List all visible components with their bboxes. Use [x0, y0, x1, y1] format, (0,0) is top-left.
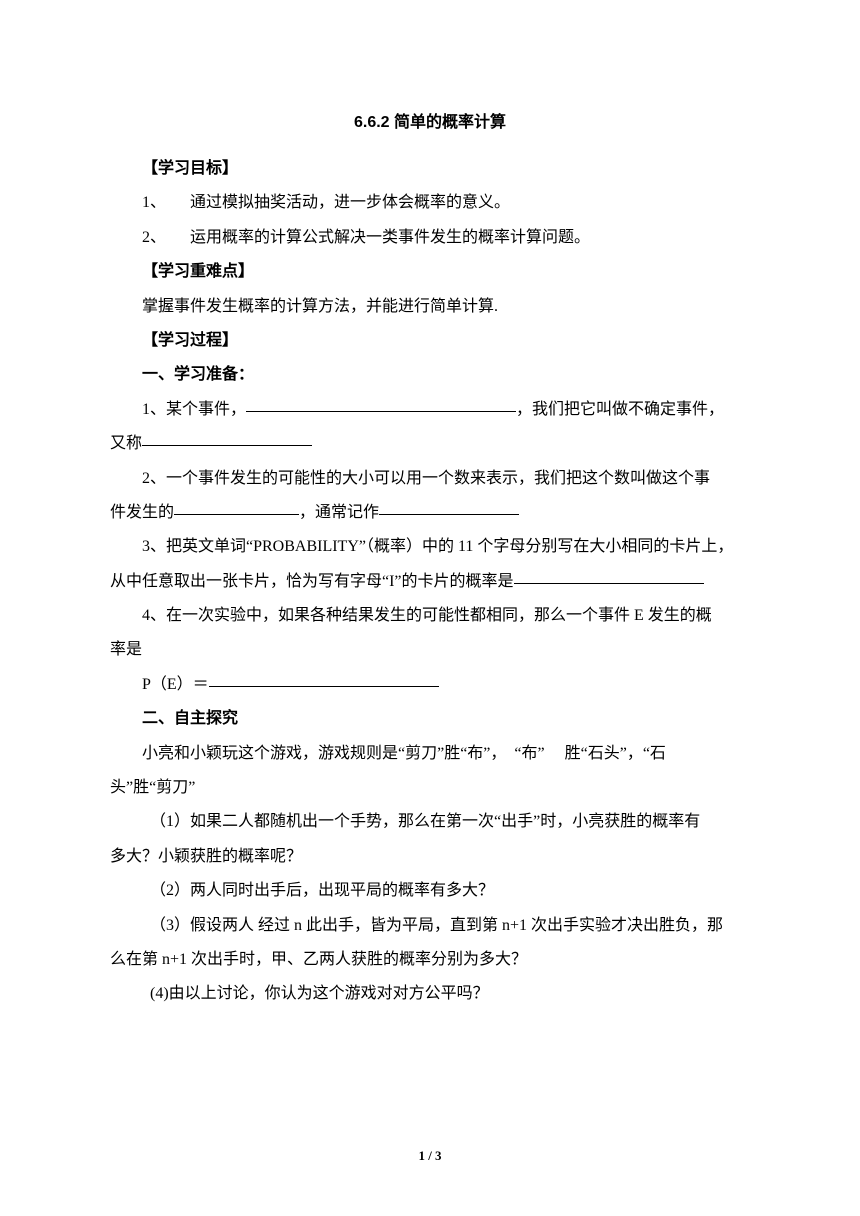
explore-q1-line2: 多大？小颖获胜的概率呢？ [110, 840, 750, 874]
q2-text-a: 件发生的 [110, 504, 174, 521]
explore-intro-line2: 头”胜“剪刀” [110, 771, 750, 805]
question-1-line1: 1、某个事件， ，我们把它叫做不确定事件， [110, 393, 750, 427]
q3-text: 从中任意取出一张卡片，恰为写有字母“I”的卡片的概率是 [110, 573, 514, 590]
blank-q2-1 [174, 499, 299, 515]
explore-q1-line1: （1）如果二人都随机出一个手势，那么在第一次“出手”时，小亮获胜的概率有 [110, 805, 750, 839]
difficulty-header: 【学习重难点】 [110, 255, 750, 289]
blank-q3 [514, 568, 704, 584]
question-1-line2: 又称 [110, 427, 750, 461]
question-2-line2: 件发生的 ，通常记作 [110, 496, 750, 530]
question-4-line3: P（E）＝ [110, 668, 750, 702]
question-3-line1: 3、把英文单词“PROBABILITY”（概率）中的 11 个字母分别写在大小相… [110, 530, 750, 564]
blank-q2-2 [379, 499, 519, 515]
q2-text-b: ，通常记作 [299, 504, 379, 521]
page-number: 1 / 3 [0, 1148, 860, 1164]
blank-q4 [209, 671, 439, 687]
explore-q3-line1: （3）假设两人 经过 n 此出手，皆为平局，直到第 n+1 次出手实验才决出胜负… [110, 909, 750, 943]
objectives-header: 【学习目标】 [110, 152, 750, 186]
objective-2: 2、 运用概率的计算公式解决一类事件发生的概率计算问题。 [110, 221, 750, 255]
blank-q1-1 [246, 396, 516, 412]
document-title: 6.6.2 简单的概率计算 [110, 108, 750, 132]
q1-text-b: ，我们把它叫做不确定事件， [516, 401, 724, 418]
q1-text-c: 又称 [110, 435, 142, 452]
difficulty-body: 掌握事件发生概率的计算方法，并能进行简单计算. [110, 290, 750, 324]
explore-header: 二、自主探究 [110, 702, 750, 736]
question-3-line2: 从中任意取出一张卡片，恰为写有字母“I”的卡片的概率是 [110, 565, 750, 599]
process-header: 【学习过程】 [110, 324, 750, 358]
question-2-line1: 2、一个事件发生的可能性的大小可以用一个数来表示，我们把这个数叫做这个事 [110, 462, 750, 496]
q4-text: P（E）＝ [142, 676, 209, 693]
question-4-line1: 4、在一次实验中，如果各种结果发生的可能性都相同，那么一个事件 E 发生的概 [110, 599, 750, 633]
objective-1: 1、 通过模拟抽奖活动，进一步体会概率的意义。 [110, 186, 750, 220]
explore-intro-line1: 小亮和小颖玩这个游戏，游戏规则是“剪刀”胜“布”， “布” 胜“石头”，“石 [110, 737, 750, 771]
explore-q4: (4)由以上讨论，你认为这个游戏对对方公平吗？ [110, 977, 750, 1011]
question-4-line2: 率是 [110, 633, 750, 667]
explore-q2: （2）两人同时出手后，出现平局的概率有多大？ [110, 874, 750, 908]
prep-header: 一、学习准备： [110, 358, 750, 392]
blank-q1-2 [142, 430, 312, 446]
q1-text-a: 1、某个事件， [142, 401, 246, 418]
explore-q3-line2: 么在第 n+1 次出手时，甲、乙两人获胜的概率分别为多大？ [110, 943, 750, 977]
